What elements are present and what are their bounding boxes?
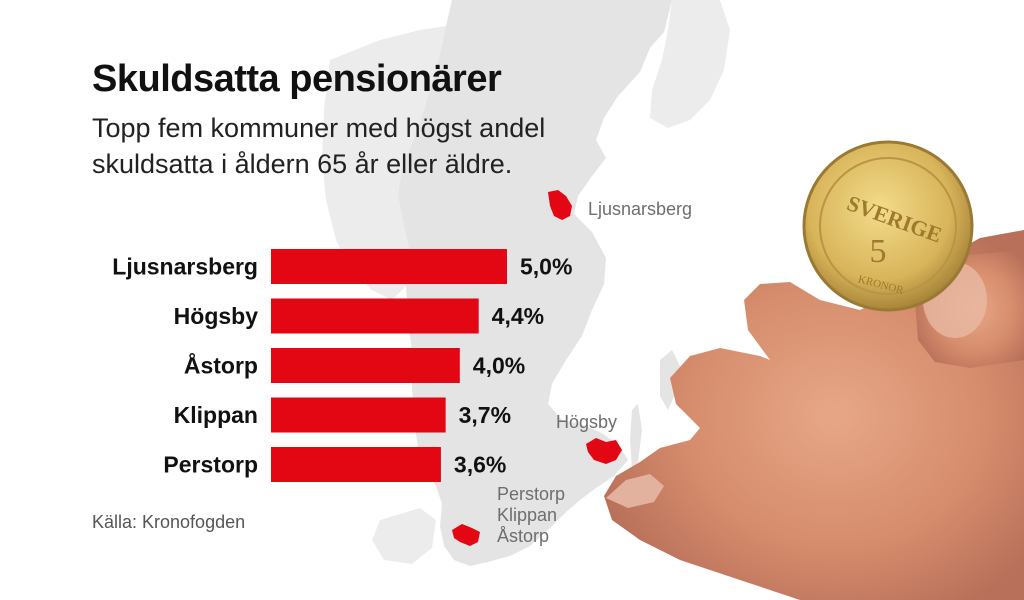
map-label-ljusnarsberg: Ljusnarsberg [588, 199, 693, 219]
norway-land-shape [322, 26, 446, 300]
coin: SVERIGE 5 KRONOR [802, 140, 974, 312]
bar-ljusnarsberg [271, 249, 507, 284]
chart-subtitle: Topp fem kommuner med högst andel skulds… [92, 113, 546, 179]
category-label: Klippan [174, 402, 258, 428]
value-label: 4,4% [492, 303, 544, 329]
finland-land-shape [650, 0, 730, 128]
bar-högsby [271, 298, 479, 334]
category-label: Åstorp [184, 352, 258, 379]
hand-with-coin-image: SVERIGE 5 KRONOR [604, 140, 1024, 600]
value-label: 3,6% [454, 452, 506, 478]
map-label-klippan: Klippan [497, 505, 558, 525]
bar-klippan [271, 397, 446, 433]
ljusnarsberg-region [548, 190, 572, 220]
denmark-land-shape [372, 508, 436, 564]
gotland-shape [660, 350, 680, 410]
sweden-land-shape [398, 0, 672, 566]
category-label: Högsby [174, 303, 259, 329]
bar-åstorp [271, 348, 460, 383]
value-label: 3,7% [459, 402, 511, 428]
coin-denomination: 5 [870, 233, 887, 270]
category-label: Perstorp [163, 452, 258, 478]
map-label-hogsby: Högsby [556, 412, 618, 432]
skane-regions [452, 524, 480, 546]
source-note: Källa: Kronofogden [92, 512, 246, 532]
hogsby-region [586, 438, 622, 464]
oland-shape [630, 404, 642, 470]
bar-perstorp [271, 447, 441, 482]
map-label-perstorp: Perstorp [497, 484, 566, 504]
value-label: 5,0% [520, 254, 572, 280]
category-label: Ljusnarsberg [112, 254, 258, 280]
map-label-astorp: Åstorp [497, 526, 550, 546]
value-label: 4,0% [473, 353, 525, 379]
fingernail [606, 474, 664, 508]
chart-title: Skuldsatta pensionärer [92, 58, 502, 100]
